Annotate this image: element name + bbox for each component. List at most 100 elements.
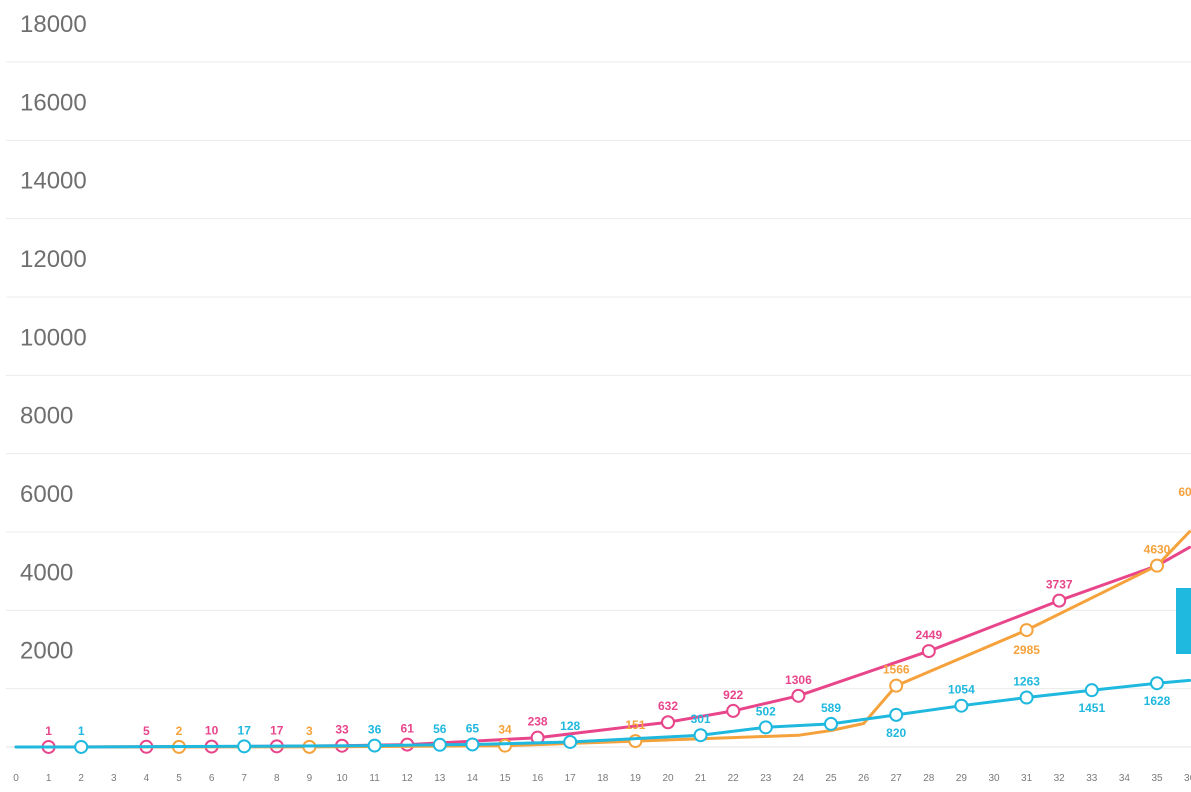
x-tick-label: 30 [988,773,1000,784]
y-axis-ticks: 2000 4000 6000 8000 10000 12000 14000 16000 1800… [20,11,87,665]
data-label: 1566 [883,663,910,677]
data-point [74,739,89,754]
data-label: 2985 [1013,643,1040,657]
x-tick-label: 16 [532,773,544,784]
data-point [791,688,806,703]
x-tick-label: 9 [307,773,313,784]
x-tick-label: 31 [1021,773,1033,784]
data-label: 17 [270,723,284,737]
x-tick-label: 36 [1184,773,1191,784]
x-tick-label: 33 [1086,773,1098,784]
data-label: 1451 [1078,701,1105,715]
data-point [563,734,578,749]
data-label: 33 [335,723,349,737]
data-point [1019,623,1034,638]
data-label: 238 [528,715,548,729]
data-label: 3 [306,724,313,738]
data-label: 2449 [915,628,942,642]
x-tick-label: 21 [695,773,707,784]
x-tick-label: 26 [858,773,870,784]
data-label: 589 [821,701,841,715]
data-point [921,644,936,659]
data-point [889,707,904,722]
data-label: 820 [886,726,906,740]
x-tick-label: 6 [209,773,215,784]
y-tick-label: 10000 [20,324,87,351]
y-tick-label: 18000 [20,11,87,38]
data-label: 56 [433,722,447,736]
data-point [1084,683,1099,698]
x-tick-label: 10 [336,773,348,784]
x-tick-label: 35 [1151,773,1163,784]
y-tick-label: 8000 [20,403,73,430]
data-label: 65 [466,721,480,735]
data-point [1019,690,1034,705]
x-tick-label: 11 [369,773,380,784]
x-tick-label: 12 [402,773,414,784]
data-label: 1054 [948,683,975,697]
x-axis-ticks: 0 1 2 3 4 5 6 7 8 9 10 11 12 13 14 15 16 17 18 19 20 21 22 23 24… [13,773,1191,784]
x-tick-label: 29 [956,773,968,784]
data-label: 36 [368,723,382,737]
x-tick-label: 19 [630,773,642,784]
series-lines [14,530,1191,754]
x-tick-label: 25 [825,773,837,784]
x-tick-label: 13 [434,773,446,784]
x-tick-label: 4 [144,773,150,784]
data-point [432,737,447,752]
data-point [824,716,838,731]
data-label: 128 [560,719,580,733]
data-label: 5 [143,724,150,738]
data-label: 922 [723,688,743,702]
data-point [1150,558,1164,573]
data-label: 1306 [785,673,812,687]
x-tick-label: 2 [78,773,84,784]
x-tick-label: 32 [1054,773,1066,784]
data-point [1052,593,1067,608]
y-tick-label: 12000 [20,246,87,273]
x-tick-label: 34 [1119,773,1131,784]
data-label: 3737 [1046,578,1073,592]
data-point [954,698,969,713]
data-point [693,728,708,743]
data-point [661,715,675,730]
x-tick-label: 20 [662,773,674,784]
x-tick-label: 15 [499,773,511,784]
data-label: 2 [176,724,183,738]
data-label: 1 [78,724,85,738]
x-tick-label: 7 [241,773,247,784]
x-tick-label: 5 [176,773,182,784]
y-tick-label: 2000 [20,638,73,665]
data-label: 632 [658,699,678,713]
x-tick-label: 18 [597,773,609,784]
x-tick-label: 17 [565,773,577,784]
data-point [498,738,512,753]
x-tick-label: 8 [274,773,280,784]
grid-lines [6,61,1191,748]
y-tick-label: 4000 [20,559,73,586]
data-label: 61 [401,722,415,736]
data-point [367,738,382,753]
x-tick-label: 1 [46,773,52,784]
data-label: 301 [691,712,711,726]
series-line-2 [14,678,1191,749]
y-tick-label: 6000 [20,481,73,508]
data-label: 60 [1178,485,1191,499]
x-tick-label: 27 [891,773,903,784]
x-tick-label: 28 [923,773,935,784]
x-tick-label: 24 [793,773,805,784]
data-point [758,720,773,735]
x-tick-label: 14 [467,773,479,784]
data-point [237,739,252,754]
data-label: 151 [625,718,645,732]
data-point [889,678,904,693]
y-tick-label: 14000 [20,168,87,195]
data-label: 502 [756,704,776,718]
data-label: 17 [238,723,252,737]
x-tick-label: 3 [111,773,117,784]
x-tick-label: 22 [728,773,740,784]
data-label: 4630 [1144,543,1171,557]
data-label: 34 [498,723,512,737]
data-point [726,703,741,718]
